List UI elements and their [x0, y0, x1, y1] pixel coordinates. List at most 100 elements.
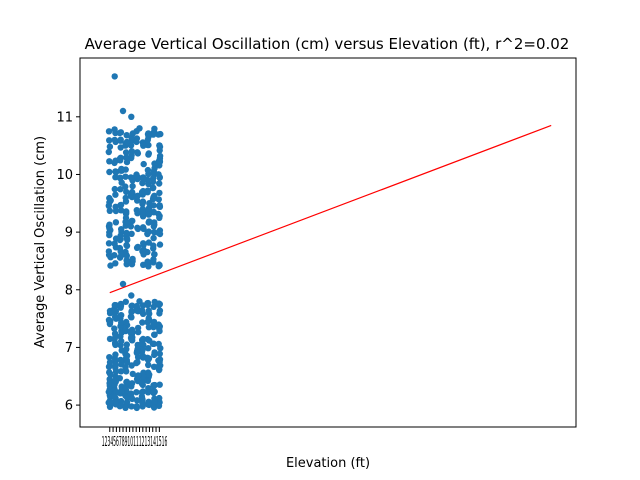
- data-point: [156, 180, 163, 187]
- data-point: [145, 361, 152, 369]
- data-point: [133, 302, 140, 310]
- data-point: [145, 385, 152, 392]
- data-point: [105, 363, 113, 370]
- data-point: [128, 314, 135, 321]
- data-point: [122, 364, 129, 371]
- data-point: [129, 174, 136, 182]
- data-point: [134, 174, 141, 181]
- data-point: [117, 136, 124, 143]
- chart-title: Average Vertical Oscillation (cm) versus…: [85, 35, 570, 53]
- data-point: [118, 337, 125, 345]
- data-point: [105, 202, 113, 209]
- trend-line: [109, 124, 552, 294]
- data-point: [123, 399, 131, 406]
- data-point: [144, 258, 151, 265]
- data-point: [156, 152, 164, 160]
- data-point: [138, 380, 146, 387]
- data-point: [144, 189, 151, 196]
- data-point: [122, 208, 129, 216]
- data-point: [111, 185, 119, 193]
- data-point: [123, 229, 130, 237]
- data-point: [140, 354, 147, 361]
- data-point: [122, 149, 130, 156]
- x-tick-labels: 12345678910111213141516: [102, 435, 168, 450]
- data-point: [128, 152, 135, 159]
- data-point: [112, 333, 119, 340]
- data-point: [144, 318, 151, 326]
- data-point: [150, 184, 157, 191]
- data-point: [123, 132, 130, 139]
- data-point: [139, 346, 146, 353]
- data-point: [155, 171, 162, 178]
- data-point: [156, 241, 164, 248]
- data-point: [122, 173, 129, 180]
- data-point: [133, 359, 140, 367]
- data-point: [140, 176, 147, 184]
- y-tick-label: 7: [65, 341, 73, 356]
- data-point: [128, 292, 135, 299]
- data-point: [139, 319, 146, 326]
- data-point: [128, 380, 136, 387]
- data-point: [123, 359, 131, 366]
- data-point: [116, 155, 124, 162]
- y-tick-label: 11: [56, 110, 73, 125]
- data-point: [117, 356, 124, 364]
- data-point: [117, 312, 124, 319]
- data-point: [117, 186, 124, 193]
- data-point: [112, 168, 119, 175]
- data-point: [150, 320, 157, 327]
- data-point: [112, 219, 120, 226]
- data-point: [156, 143, 164, 151]
- data-point: [145, 150, 152, 157]
- data-point: [156, 202, 163, 209]
- data-point: [138, 389, 146, 396]
- data-point: [151, 331, 158, 338]
- data-point: [107, 370, 114, 378]
- data-point: [123, 138, 131, 146]
- trend-line-group: [109, 124, 552, 294]
- data-point: [111, 377, 119, 385]
- data-point: [111, 393, 118, 400]
- data-point: [118, 251, 125, 258]
- data-point: [144, 166, 152, 174]
- data-point: [150, 242, 157, 249]
- y-tick-label: 6: [65, 399, 73, 414]
- data-point: [112, 260, 119, 267]
- data-point: [155, 196, 162, 203]
- data-point: [122, 327, 130, 334]
- data-point: [122, 404, 129, 411]
- data-point: [117, 368, 125, 375]
- data-point: [111, 313, 119, 321]
- data-point: [117, 144, 124, 151]
- data-point: [123, 257, 130, 264]
- data-point: [117, 302, 125, 309]
- data-point: [145, 141, 152, 149]
- data-point: [150, 256, 157, 263]
- data-point: [156, 358, 163, 366]
- data-point: [129, 255, 136, 263]
- data-point: [145, 345, 152, 352]
- data-point: [127, 390, 135, 397]
- data-point: [144, 299, 152, 307]
- data-point: [136, 125, 143, 132]
- data-point: [123, 346, 130, 353]
- y-axis-ticks: 6 7 8 9 10 11: [56, 110, 80, 414]
- data-point: [156, 189, 163, 197]
- data-point: [139, 191, 146, 198]
- data-point: [118, 179, 125, 186]
- data-point: [112, 340, 119, 347]
- data-point: [150, 363, 158, 370]
- data-point: [112, 368, 120, 375]
- data-point: [146, 337, 153, 344]
- data-point: [150, 382, 157, 389]
- data-point: [112, 362, 119, 369]
- data-point: [150, 404, 158, 411]
- data-point: [111, 73, 118, 80]
- data-point: [128, 403, 135, 410]
- data-point: [149, 178, 157, 186]
- data-point: [106, 158, 113, 165]
- data-point: [127, 329, 134, 337]
- data-point: [117, 333, 124, 340]
- y-tick-label: 9: [65, 226, 73, 241]
